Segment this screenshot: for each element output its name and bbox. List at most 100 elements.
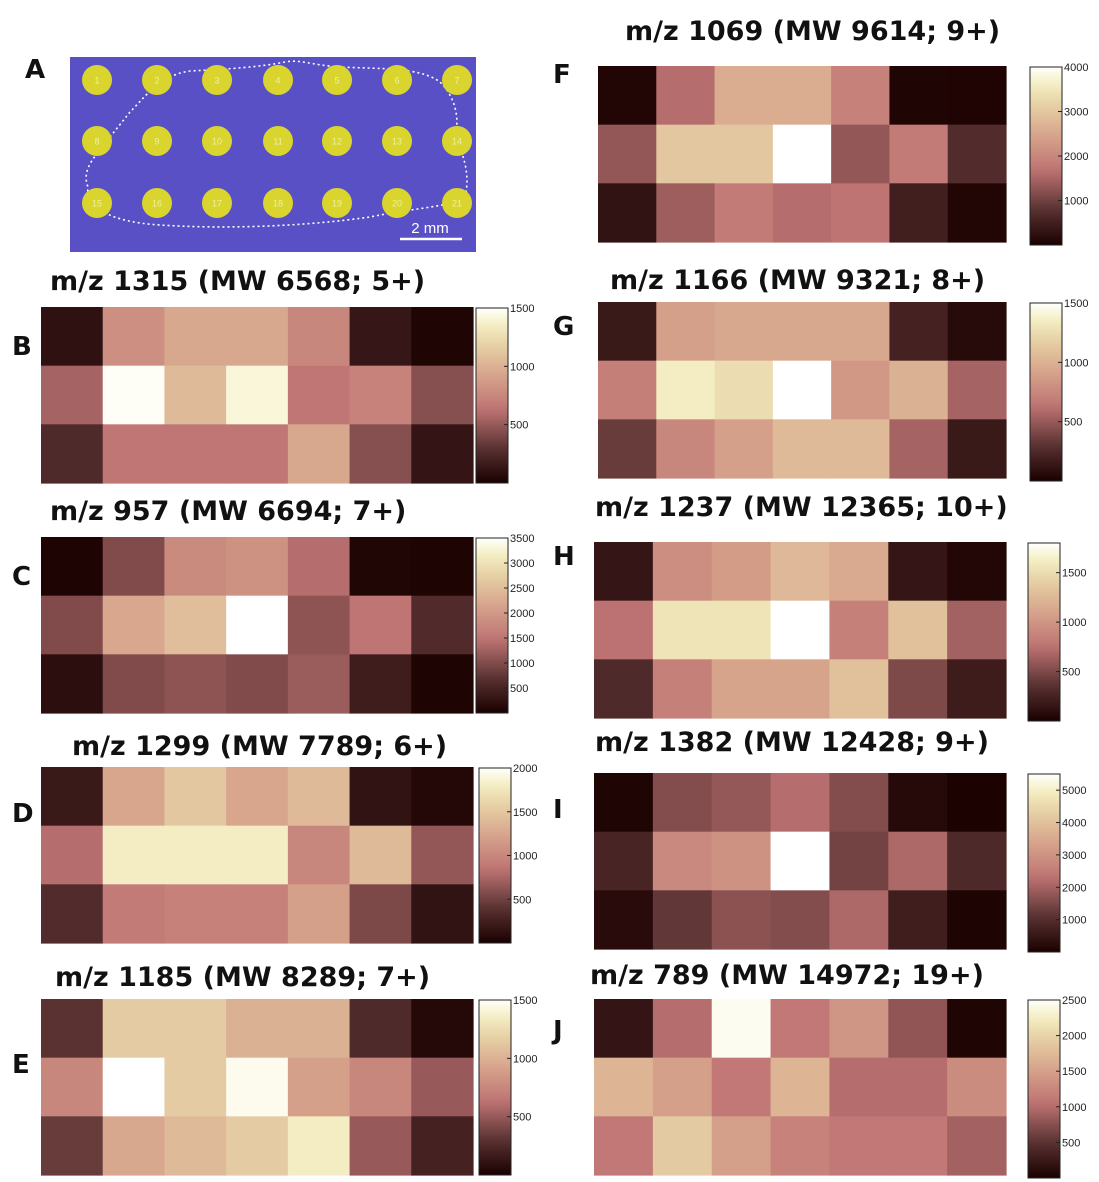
heatmap-cell — [594, 999, 654, 1059]
colorbar-tick-label: 1000 — [510, 361, 534, 373]
heatmap-cell — [829, 1116, 889, 1176]
colorbar-gradient — [1027, 999, 1061, 1179]
colorbar-tick-label: 3000 — [510, 558, 534, 570]
heatmap-cell — [41, 1116, 104, 1176]
heatmap-cell — [831, 124, 891, 184]
heatmap-cell — [714, 419, 774, 479]
colorbar-tick-label: 5000 — [1062, 785, 1086, 797]
colorbar-tick-label: 1500 — [1062, 568, 1086, 580]
heatmap-cell — [947, 1116, 1007, 1176]
heatmap-cell — [41, 767, 104, 827]
heatmap-cell — [349, 1057, 412, 1117]
heatmap-cell — [831, 302, 891, 362]
colorbar-tick-label: 1500 — [513, 995, 537, 1007]
heatmap-j — [594, 999, 1007, 1176]
sample-spot: 10 — [202, 126, 232, 156]
heatmap-cell — [947, 124, 1007, 184]
heatmap-cell — [349, 999, 412, 1059]
heatmap-cell — [349, 424, 412, 484]
heatmap-cell — [226, 1057, 289, 1117]
colorbar-gradient — [1027, 773, 1061, 953]
heatmap-cell — [102, 767, 166, 827]
heatmap-cell — [888, 831, 948, 891]
heatmap-cell — [41, 999, 104, 1059]
spot-label: 13 — [392, 137, 402, 147]
colorbar-tick-label: 2500 — [510, 583, 534, 595]
heatmap-cell — [831, 66, 891, 126]
heatmap-cell — [829, 1057, 889, 1117]
heatmap-cell — [770, 773, 831, 833]
heatmap-cell — [226, 767, 289, 827]
heatmap-cell — [594, 831, 654, 891]
heatmap-cell — [652, 1116, 713, 1176]
heatmap-cell — [711, 1057, 772, 1117]
sample-spot: 15 — [82, 188, 112, 218]
heatmap-cell — [656, 360, 716, 420]
colorbar-tick-label: 3500 — [510, 533, 534, 545]
heatmap-cell — [714, 124, 774, 184]
colorbar-tick-label: 1500 — [510, 633, 534, 645]
heatmap-i — [594, 773, 1007, 950]
heatmap-cell — [888, 1116, 948, 1176]
heatmap-cell — [164, 424, 227, 484]
heatmap-cell — [656, 302, 716, 362]
heatmap-cell — [594, 659, 654, 719]
spot-label: 6 — [394, 76, 399, 86]
heatmap-cell — [287, 595, 351, 655]
sample-spot: 6 — [382, 65, 412, 95]
heatmap-cell — [947, 659, 1007, 719]
heatmap-cell — [888, 1057, 948, 1117]
sample-spot: 16 — [142, 188, 172, 218]
heatmap-cell — [888, 542, 948, 602]
heatmap-cell — [349, 307, 412, 367]
sample-spot: 7 — [442, 65, 472, 95]
sample-spot: 17 — [202, 188, 232, 218]
heatmap-cell — [349, 654, 412, 714]
colorbar-tick-label: 500 — [1062, 667, 1080, 679]
colorbar-tick-label: 500 — [510, 683, 528, 695]
heatmap-cell — [656, 66, 716, 126]
heatmap-cell — [770, 659, 831, 719]
heatmap-cell — [411, 537, 474, 597]
heatmap-cell — [831, 360, 891, 420]
heatmap-cell — [287, 424, 351, 484]
heatmap-cell — [287, 365, 351, 425]
heatmap-cell — [770, 999, 831, 1059]
panel-title-h: m/z 1237 (MW 12365; 10+) — [595, 492, 1008, 523]
heatmap-cell — [947, 600, 1007, 660]
heatmap-cell — [226, 537, 289, 597]
heatmap-cell — [594, 542, 654, 602]
heatmap-cell — [831, 419, 891, 479]
heatmap-cell — [226, 999, 289, 1059]
colorbar-d: 500 1000 1500 2000 — [478, 763, 537, 944]
sample-spot: 3 — [202, 65, 232, 95]
heatmap-cell — [652, 773, 713, 833]
heatmap-cell — [772, 360, 832, 420]
heatmap-cell — [772, 419, 832, 479]
heatmap-cell — [411, 595, 474, 655]
heatmap-cell — [889, 124, 949, 184]
heatmap-cell — [947, 419, 1007, 479]
spot-label: 14 — [452, 137, 462, 147]
heatmap-cell — [770, 542, 831, 602]
heatmap-cell — [411, 424, 474, 484]
panel-title-g: m/z 1166 (MW 9321; 8+) — [610, 265, 986, 296]
heatmap-cell — [41, 537, 104, 597]
heatmap-cell — [164, 365, 227, 425]
colorbar-tick-label: 1000 — [510, 658, 534, 670]
heatmap-cell — [164, 884, 227, 944]
colorbar-tick-label: 500 — [513, 1112, 531, 1124]
heatmap-cell — [102, 424, 166, 484]
heatmap-cell — [349, 767, 412, 827]
heatmap-cell — [714, 302, 774, 362]
colorbar-tick-label: 2000 — [510, 608, 534, 620]
heatmap-cell — [947, 66, 1007, 126]
heatmap-cell — [349, 825, 412, 885]
heatmap-cell — [164, 999, 227, 1059]
colorbar-tick-label: 1000 — [1062, 617, 1086, 629]
heatmap-cell — [102, 654, 166, 714]
heatmap-cell — [829, 890, 889, 950]
colorbar-tick-label: 2000 — [513, 763, 537, 775]
heatmap-cell — [226, 825, 289, 885]
heatmap-c — [41, 537, 474, 714]
